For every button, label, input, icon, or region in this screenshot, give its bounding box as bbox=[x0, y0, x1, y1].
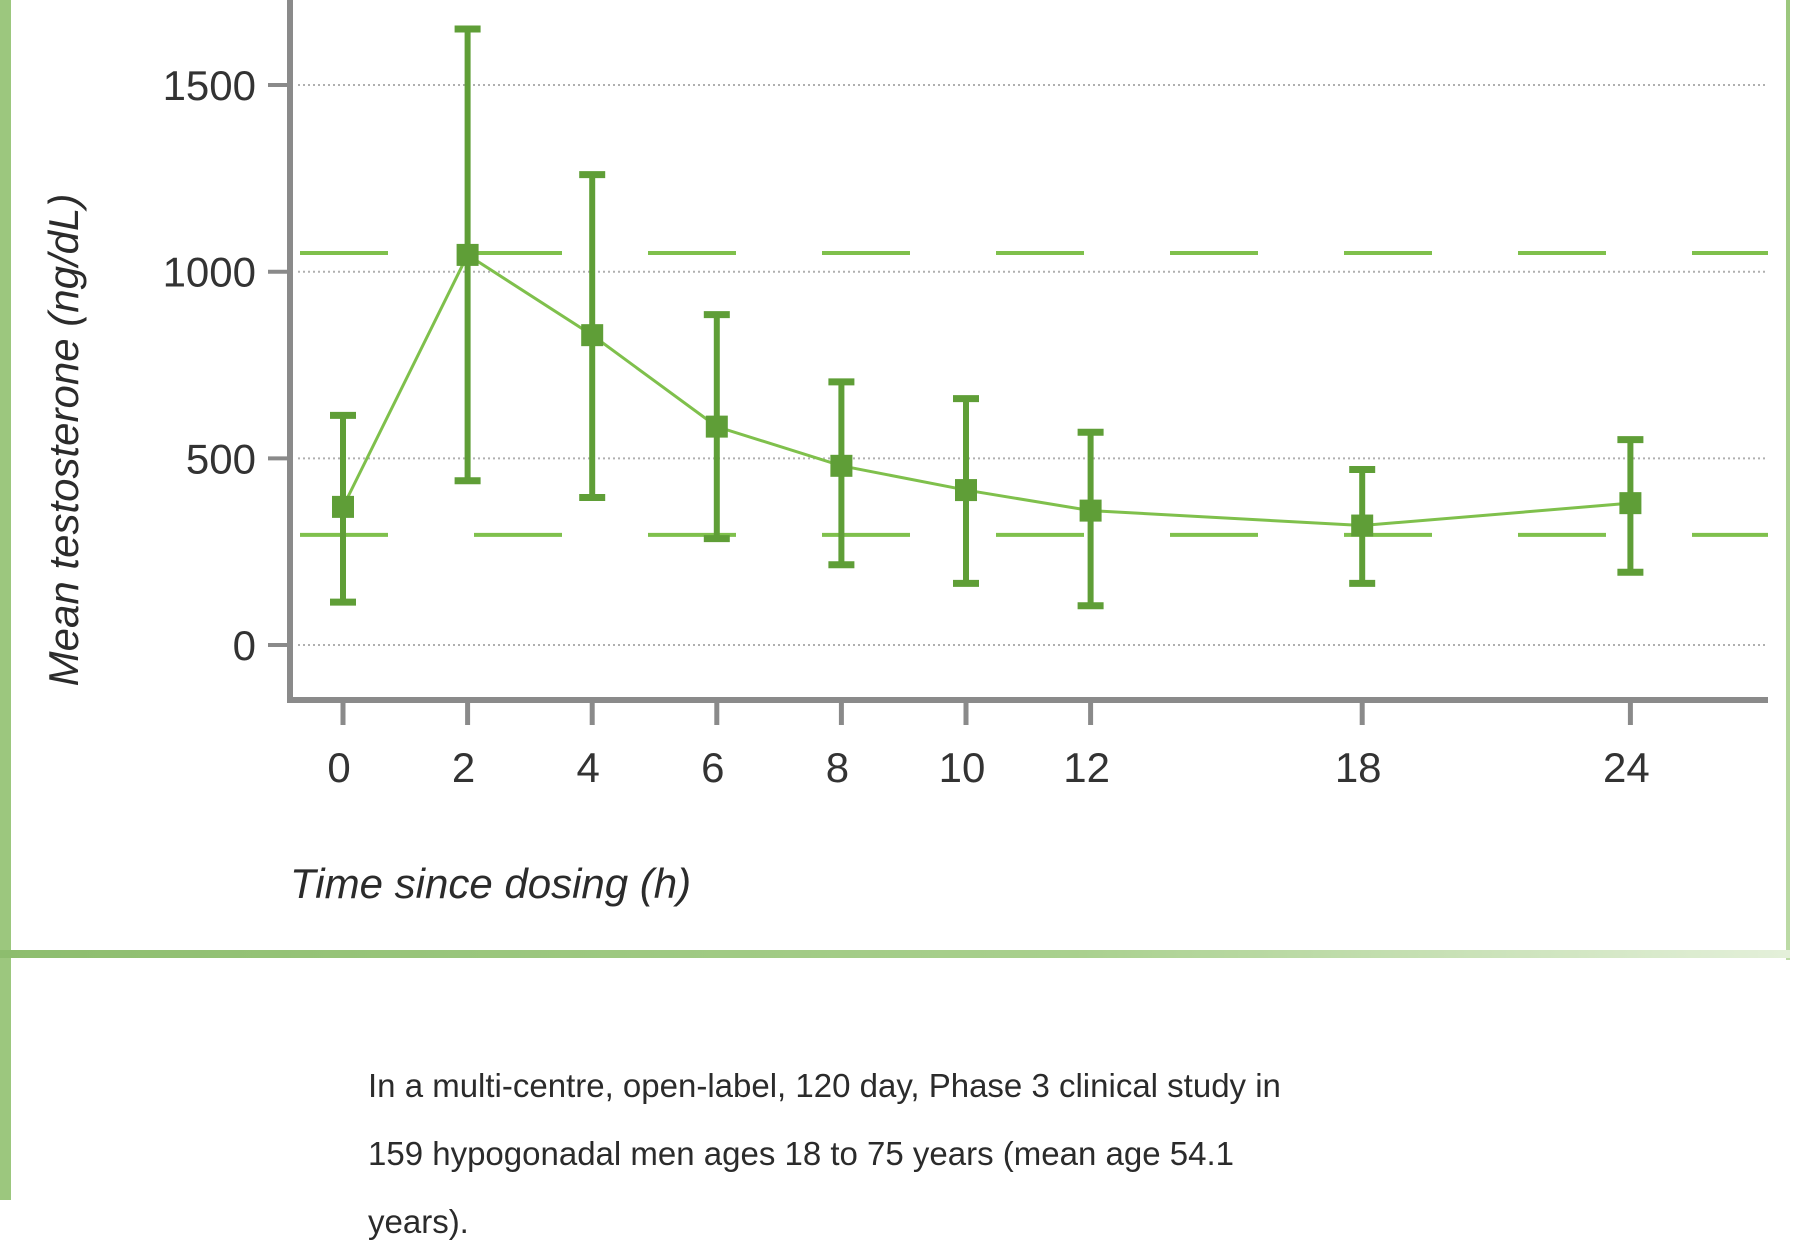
data-point bbox=[581, 324, 604, 347]
y-axis-title: Mean testosterone (ng/dL) bbox=[40, 194, 87, 687]
data-point bbox=[1079, 499, 1102, 522]
x-tick-label: 12 bbox=[1063, 744, 1110, 791]
data-point bbox=[1619, 492, 1642, 515]
series-mean-testosterone bbox=[330, 25, 1644, 610]
series-line bbox=[341, 252, 1631, 528]
x-tick-label: 4 bbox=[577, 744, 600, 791]
data-point bbox=[1351, 514, 1374, 537]
data-point bbox=[332, 495, 354, 518]
caption-line: years). bbox=[368, 1203, 469, 1240]
data-point bbox=[830, 454, 853, 477]
caption-line: In a multi-centre, open-label, 120 day, … bbox=[368, 1067, 1281, 1104]
x-tick-label: 0 bbox=[327, 744, 350, 791]
section-divider bbox=[0, 950, 1790, 958]
x-tick-label: 6 bbox=[701, 744, 724, 791]
x-axis-title: Time since dosing (h) bbox=[290, 860, 691, 907]
y-tick-label: 1000 bbox=[163, 249, 256, 296]
y-tick-label: 1500 bbox=[163, 62, 256, 109]
data-point bbox=[456, 243, 479, 266]
data-point bbox=[705, 415, 728, 438]
frame-left-border bbox=[0, 0, 11, 1200]
study-caption: In a multi-centre, open-label, 120 day, … bbox=[368, 1052, 1468, 1256]
x-tick-label: 10 bbox=[939, 744, 986, 791]
x-tick-label: 24 bbox=[1603, 744, 1650, 791]
data-point bbox=[955, 479, 977, 502]
y-tick-label: 0 bbox=[233, 622, 256, 669]
x-tick-label: 2 bbox=[452, 744, 475, 791]
x-tick-label: 8 bbox=[826, 744, 849, 791]
x-tick-label: 18 bbox=[1335, 744, 1382, 791]
y-tick-label: 500 bbox=[186, 435, 256, 482]
gridlines bbox=[298, 84, 1768, 646]
reference-lines bbox=[300, 251, 1768, 537]
caption-line: 159 hypogonadal men ages 18 to 75 years … bbox=[368, 1135, 1234, 1172]
frame-right-border bbox=[1786, 0, 1790, 960]
